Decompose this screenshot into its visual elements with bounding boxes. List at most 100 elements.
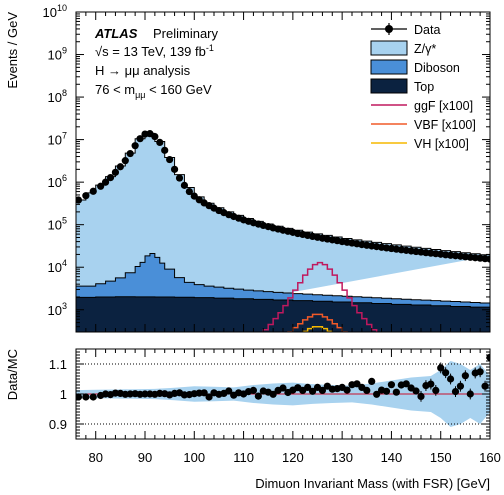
ratio-point [476, 368, 484, 376]
legend-swatch [370, 78, 408, 94]
data-point [76, 196, 83, 204]
legend-label: ggF [x100] [414, 99, 473, 113]
y-tick-label-exp: 9 [62, 46, 67, 56]
ratio-y-axis-title: Data/MC [5, 349, 20, 400]
legend-swatch [370, 59, 408, 75]
ratio-point [437, 364, 445, 372]
ratio-point [456, 382, 465, 390]
data-point [101, 178, 110, 186]
y-tick-label-base: 10 [48, 260, 62, 275]
x-tick-label: 80 [88, 450, 102, 465]
ratio-point [353, 380, 361, 388]
y-tick-label-base: 10 [48, 90, 62, 105]
data-point [116, 163, 124, 171]
main-y-axis-title: Events / GeV [5, 12, 20, 89]
x-tick-label: 100 [183, 450, 205, 465]
ratio-point [225, 387, 233, 395]
ratio-point [205, 393, 213, 401]
ratio-point [481, 382, 489, 390]
y-tick-label: 103 [48, 301, 67, 318]
y-tick-label-exp: 10 [57, 3, 67, 13]
VBF-histogram [287, 313, 348, 332]
ratio-point [392, 388, 400, 396]
y-tick-label-base: 10 [48, 218, 62, 233]
y-tick-label-exp: 3 [62, 301, 67, 311]
ratio-data-points [76, 352, 490, 402]
ratio-point [343, 386, 351, 394]
ratio-y-tick-label: 1 [60, 387, 67, 402]
ratio-y-tick-label: 0.9 [49, 417, 67, 432]
data-point [89, 187, 97, 195]
data-point [126, 149, 134, 158]
y-tick-label-base: 10 [48, 133, 62, 148]
x-axis-title: Dimuon Invariant Mass (with FSR) [GeV] [255, 476, 490, 491]
x-tick-label: 130 [331, 450, 353, 465]
ratio-y-axis: 0.9 1 1.1 [49, 348, 490, 440]
ratio-point [89, 393, 97, 401]
legend-label: Diboson [414, 61, 460, 75]
x-tick-label: 120 [282, 450, 304, 465]
ratio-point [412, 387, 420, 395]
ratio-point [279, 384, 287, 392]
ratio-point [373, 390, 381, 398]
data-point [486, 255, 490, 263]
legend-label: VBF [x100] [414, 118, 476, 132]
ratio-point [254, 392, 262, 400]
y-tick-label: 1010 [43, 3, 67, 20]
legend-data-marker [385, 25, 393, 33]
legend: Data Z/γ* Diboson Top ggF [x100] VBF [x100] VH… [370, 23, 476, 151]
y-tick-label-exp: 7 [62, 131, 67, 141]
x-tick-label: 90 [138, 450, 152, 465]
data-point [151, 132, 159, 141]
ratio-point [432, 386, 440, 394]
legend-label: Top [414, 80, 434, 94]
data-point [190, 192, 198, 200]
ratio-point [451, 388, 460, 396]
legend-label: Data [414, 23, 440, 37]
y-tick-label-exp: 6 [62, 173, 67, 183]
data-point [185, 187, 193, 196]
data-point [136, 135, 144, 143]
legend-label: Z/γ* [414, 42, 436, 56]
atlas-label-block: ATLAS Preliminary √s = 13 TeV, 139 fb-1 … [94, 26, 219, 100]
ratio-point [200, 389, 208, 397]
mass-range-end: < 160 GeV [145, 82, 211, 97]
energy-text: √s = 13 TeV, 139 fb [95, 44, 206, 59]
ratio-point [382, 387, 391, 395]
x-tick-label: 150 [430, 450, 452, 465]
ratio-point [368, 377, 376, 385]
y-tick-label-exp: 8 [62, 88, 67, 98]
ratio-point [442, 369, 450, 377]
energy-sup: -1 [206, 43, 214, 53]
data-point [97, 182, 105, 190]
ratio-point [446, 375, 455, 383]
data-point [121, 157, 129, 165]
y-tick-label: 107 [48, 131, 67, 148]
y-tick-label-exp: 5 [62, 216, 67, 226]
energy-line: √s = 13 TeV, 139 fb-1 [95, 43, 214, 59]
y-tick-label: 106 [48, 173, 67, 190]
top-histogram [76, 296, 490, 332]
mass-range-line: 76 < mμμ < 160 GeV [95, 82, 212, 100]
legend-label: VH [x100] [414, 137, 469, 151]
mass-range-sub: μμ [135, 90, 145, 100]
ratio-point [427, 380, 435, 388]
data-point [111, 168, 120, 176]
x-tick-label: 140 [381, 450, 403, 465]
data-point [170, 165, 179, 173]
mass-range-text: 76 < m [95, 82, 135, 97]
ratio-point [363, 386, 371, 394]
data-point [161, 146, 169, 154]
VH-histogram [301, 325, 334, 332]
ratio-point [461, 372, 469, 380]
data-point [106, 173, 115, 182]
data-point [166, 155, 174, 164]
data-point [156, 138, 164, 146]
data-point [175, 174, 184, 182]
ggF-histogram [262, 261, 378, 332]
atlas-status: Preliminary [153, 26, 219, 41]
x-axis: 80 90 100 110 120 130 140 150 160 [75, 349, 501, 465]
